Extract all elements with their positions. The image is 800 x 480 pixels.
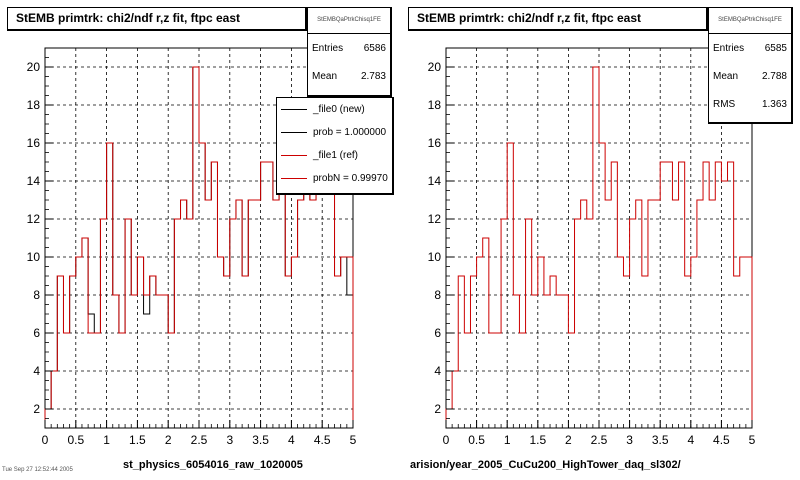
y-tick-label: 10 — [428, 250, 442, 264]
histogram-series — [44, 66, 354, 428]
y-tick-label: 10 — [27, 250, 41, 264]
x-tick-label: 1.5 — [129, 433, 146, 447]
x-tick-label: 5 — [350, 433, 357, 447]
legend-entry-file0: _file0 (new) — [277, 98, 392, 121]
y-tick-label: 4 — [434, 364, 441, 378]
x-tick-label: 3 — [626, 433, 633, 447]
x-tick-label: 2 — [165, 433, 172, 447]
stats-row-mean: Mean 2.788 — [709, 62, 791, 90]
x-tick-label: 3.5 — [252, 433, 269, 447]
x-tick-label: 3.5 — [652, 433, 669, 447]
y-tick-label: 4 — [33, 364, 40, 378]
x-tick-label: 1.5 — [529, 433, 546, 447]
footer-timestamp: Tue Sep 27 12:52:44 2005 — [2, 467, 73, 473]
legend-swatch — [281, 155, 307, 156]
stats-row-entries: Entries 6585 — [709, 34, 791, 62]
y-tick-label: 12 — [428, 212, 442, 226]
y-tick-label: 16 — [27, 136, 41, 150]
legend-entry-probn: probN = 0.99970 — [277, 167, 392, 190]
y-tick-label: 6 — [33, 326, 40, 340]
y-tick-label: 6 — [434, 326, 441, 340]
legend-label: _file1 (ref) — [313, 150, 359, 161]
stats-value: 1.363 — [761, 98, 787, 110]
x-tick-label: 0 — [42, 433, 49, 447]
x-tick-label: 1 — [103, 433, 110, 447]
histogram-series — [445, 66, 753, 428]
stats-value: 6585 — [764, 42, 787, 54]
x-tick-label: 1 — [504, 433, 511, 447]
histogram-pad-right: 0 0.5 1 1.5 2 2.5 3 3.5 4 4.5 5 2 4 6 8 10 12 14 16 18 20 St… — [400, 0, 800, 480]
stats-value: 2.788 — [761, 70, 787, 82]
stats-row-mean: Mean 2.783 — [308, 62, 390, 90]
y-tick-label: 20 — [428, 60, 442, 74]
stats-label: RMS — [713, 98, 736, 110]
legend-entry-prob: prob = 1.000000 — [277, 121, 392, 144]
y-tick-label: 2 — [33, 402, 40, 416]
x-tick-label: 2.5 — [591, 433, 608, 447]
stats-label: Entries — [312, 42, 344, 54]
stats-box-right: StEMBQaPtrkChisq1FE Entries 6585 Mean 2.… — [708, 7, 793, 124]
y-tick-label: 14 — [428, 174, 442, 188]
y-tick-label: 16 — [428, 136, 442, 150]
y-tick-label: 8 — [33, 288, 40, 302]
legend-swatch — [281, 178, 307, 179]
x-tick-label: 4.5 — [713, 433, 730, 447]
stats-label: Entries — [713, 42, 745, 54]
plot-title-left: StEMB primtrk: chi2/ndf r,z fit, ftpc ea… — [7, 7, 307, 31]
legend-entry-file1: _file1 (ref) — [277, 144, 392, 167]
stats-label: Mean — [713, 70, 739, 82]
x-tick-label: 3 — [226, 433, 233, 447]
y-tick-label: 18 — [428, 98, 442, 112]
y-tick-label: 8 — [434, 288, 441, 302]
stats-row-entries: Entries 6586 — [308, 34, 390, 62]
x-axis-title-right: arision/year_2005_CuCu200_HighTower_daq_… — [410, 459, 681, 471]
stats-name: StEMBQaPtrkChisq1FE — [709, 8, 791, 34]
legend-label: _file0 (new) — [313, 104, 365, 115]
x-tick-label: 0 — [443, 433, 450, 447]
x-tick-label: 0.5 — [67, 433, 84, 447]
y-tick-label: 2 — [434, 402, 441, 416]
stats-name: StEMBQaPtrkChisq1FE — [308, 8, 390, 34]
histogram-pad-left: 0 0.5 1 1.5 2 2.5 3 3.5 4 4.5 5 2 4 6 8 10 12 14 16 18 20 St… — [2, 7, 394, 473]
x-tick-label: 4 — [288, 433, 295, 447]
y-tick-label: 20 — [27, 60, 41, 74]
y-tick-label: 12 — [27, 212, 41, 226]
stats-box-left: StEMBQaPtrkChisq1FE Entries 6586 Mean 2.… — [307, 7, 392, 97]
x-axis-title-left: st_physics_6054016_raw_1020005 — [123, 459, 303, 471]
x-tick-label: 0.5 — [468, 433, 485, 447]
x-tick-label: 4 — [687, 433, 694, 447]
stats-value: 6586 — [363, 42, 386, 54]
x-tick-label: 2.5 — [191, 433, 208, 447]
legend-label: prob = 1.000000 — [313, 127, 387, 138]
stats-value: 2.783 — [360, 70, 386, 82]
stats-row-rms: RMS 1.363 — [709, 90, 791, 118]
legend-swatch — [281, 132, 307, 133]
legend-box: _file0 (new) prob = 1.000000 _file1 (ref… — [276, 97, 394, 195]
y-tick-label: 18 — [27, 98, 41, 112]
x-tick-label: 2 — [565, 433, 572, 447]
stats-label: Mean — [312, 70, 338, 82]
legend-label: probN = 0.99970 — [313, 173, 388, 184]
plot-title-right: StEMB primtrk: chi2/ndf r,z fit, ftpc ea… — [408, 7, 708, 31]
histogram-plot-right: 0 0.5 1 1.5 2 2.5 3 3.5 4 4.5 5 2 4 6 8 10 12 14 16 18 20 — [428, 47, 756, 447]
legend-swatch — [281, 109, 307, 110]
x-tick-label: 4.5 — [314, 433, 331, 447]
y-tick-label: 14 — [27, 174, 41, 188]
x-tick-label: 5 — [749, 433, 756, 447]
